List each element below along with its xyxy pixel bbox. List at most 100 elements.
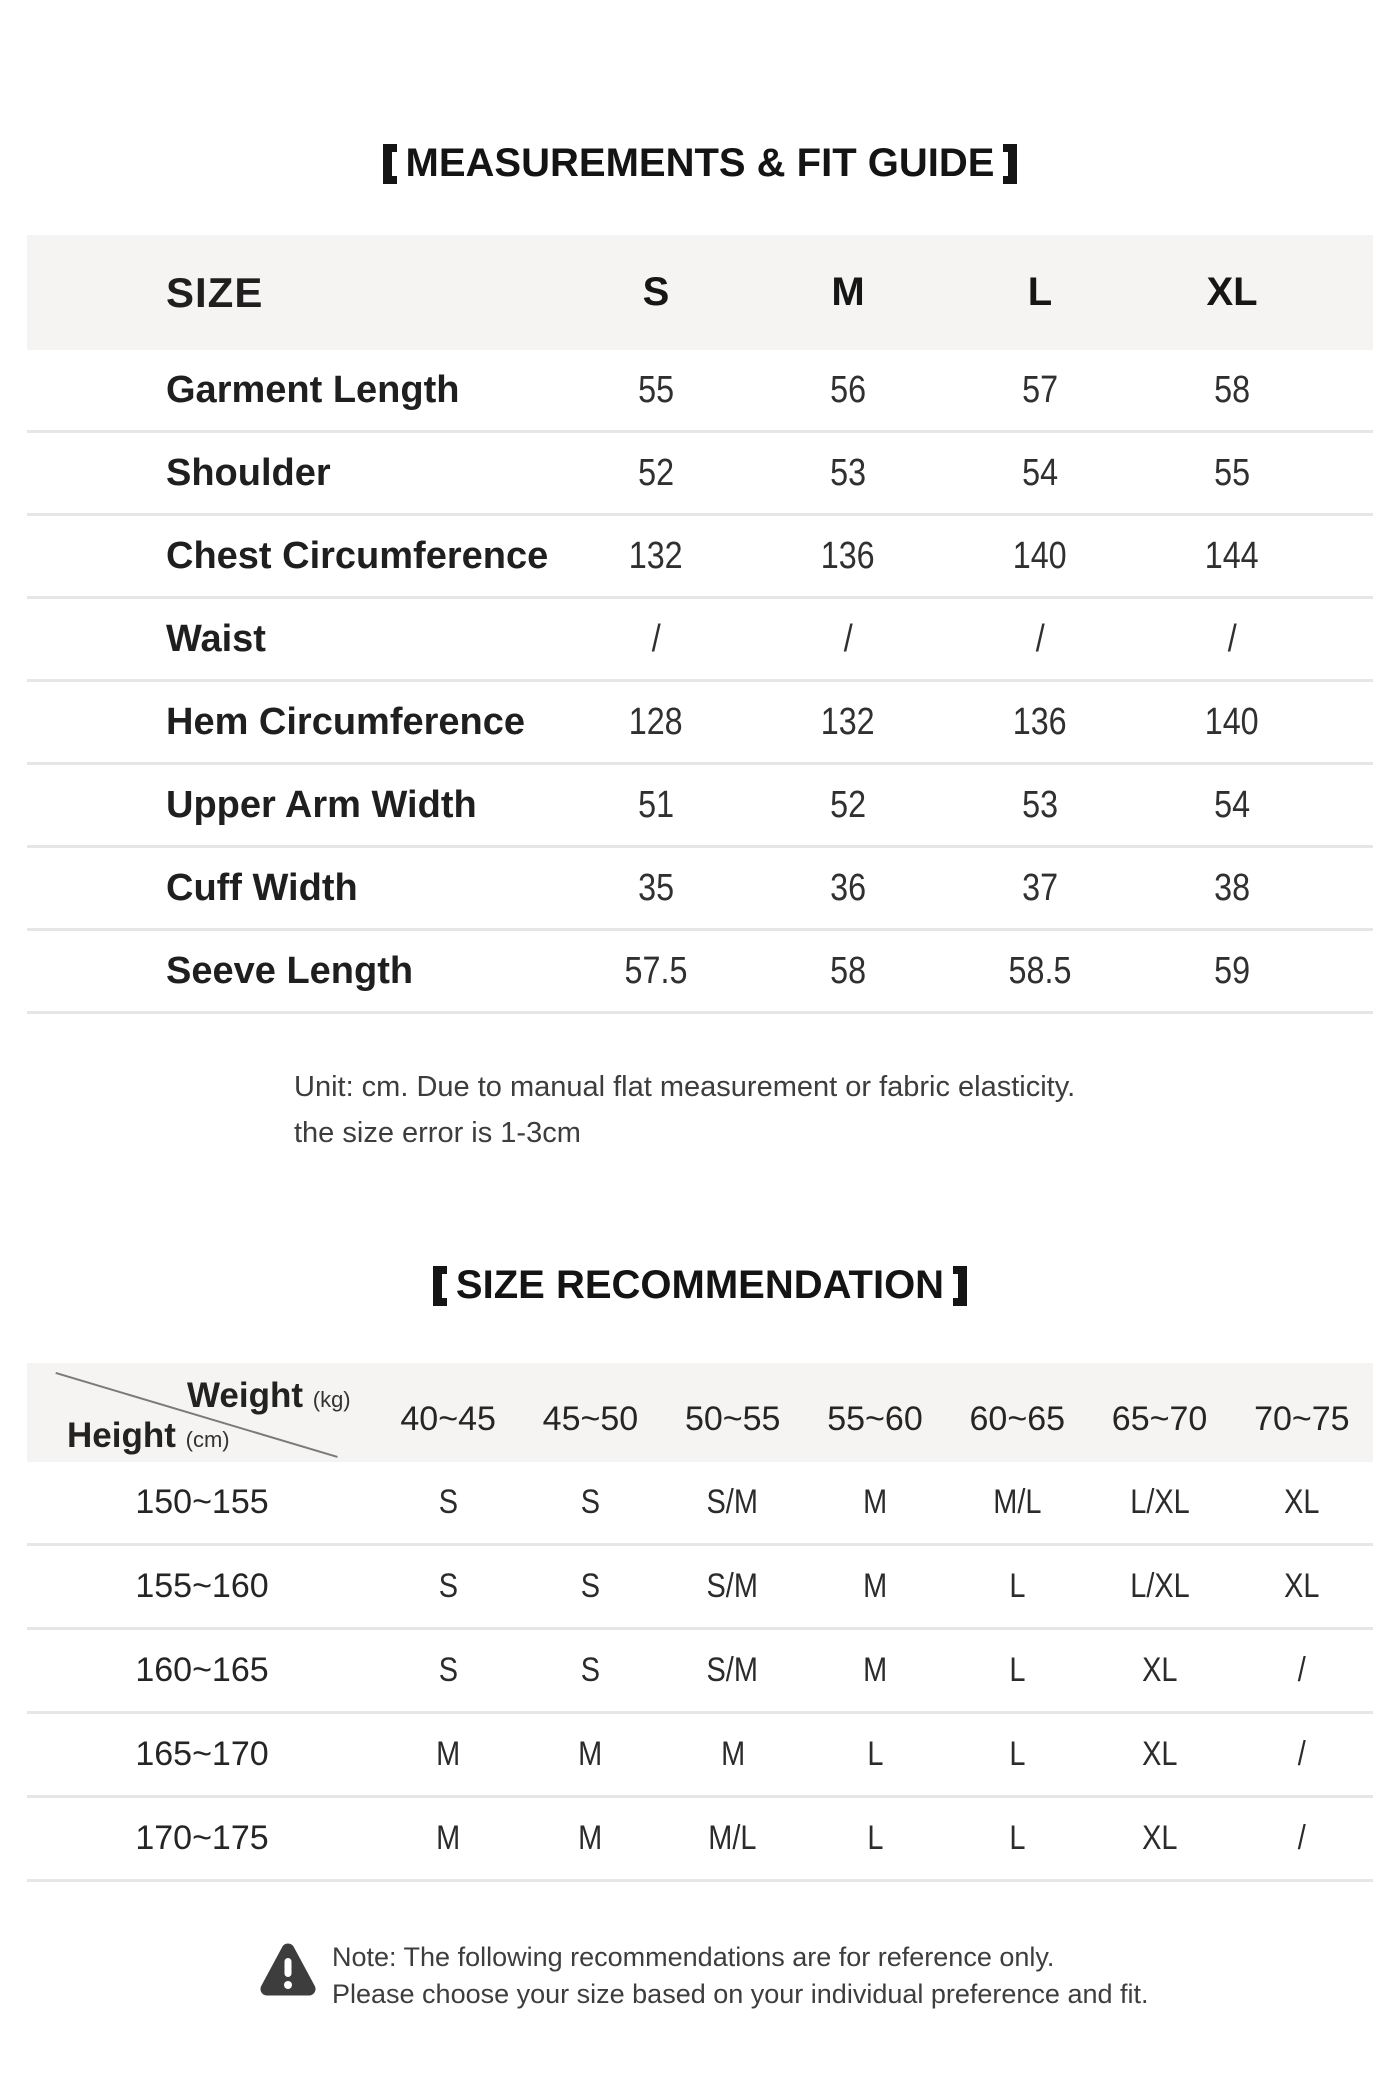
recommendation-table-header: Weight (kg) Height (cm) 40~45 45~50 50~5… — [27, 1363, 1373, 1462]
table-row: 165~170 M M M L L XL / — [27, 1714, 1373, 1798]
table-cell: S — [438, 1567, 458, 1605]
table-cell: 57.5 — [624, 949, 688, 992]
table-row: Seeve Length 57.5 58 58.5 59 — [27, 931, 1373, 1014]
reference-note-line1: Note: The following recommendations are … — [332, 1942, 1055, 1972]
table-cell: M/L — [993, 1483, 1042, 1521]
row-label: Hem Circumference — [166, 700, 526, 743]
table-cell: S/M — [707, 1567, 759, 1605]
table-cell: L — [1009, 1735, 1026, 1773]
table-cell: M/L — [708, 1819, 757, 1857]
row-label: Waist — [166, 617, 266, 660]
table-cell: S — [438, 1483, 458, 1521]
height-row-label: 165~170 — [135, 1735, 269, 1773]
table-cell: L/XL — [1129, 1567, 1190, 1605]
table-cell: / — [1297, 1735, 1306, 1773]
table-cell: 52 — [638, 451, 674, 494]
table-row: Garment Length 55 56 57 58 — [27, 350, 1373, 433]
row-label: Garment Length — [166, 368, 460, 411]
table-cell: 58 — [1214, 368, 1250, 411]
table-row: 155~160 S S S/M M L L/XL XL — [27, 1546, 1373, 1630]
table-cell: / — [843, 617, 853, 660]
table-cell: 38 — [1214, 866, 1250, 909]
col-header-s: S — [642, 270, 670, 314]
height-row-label: 155~160 — [135, 1567, 269, 1605]
table-cell: XL — [1141, 1651, 1178, 1689]
table-cell: 140 — [1205, 700, 1259, 743]
table-cell: 132 — [629, 534, 683, 577]
table-cell: 35 — [638, 866, 674, 909]
weight-height-corner-cell: Weight (kg) Height (cm) — [27, 1363, 377, 1462]
exclamation-triangle-icon — [260, 1943, 316, 1996]
table-cell: M — [720, 1735, 745, 1773]
weight-col-header: 45~50 — [542, 1400, 639, 1438]
reference-note-line2: Please choose your size based on your in… — [332, 1979, 1149, 2009]
unit-note-line2: the size error is 1-3cm — [294, 1117, 581, 1149]
table-cell: L — [866, 1819, 884, 1857]
table-cell: / — [1227, 617, 1237, 660]
table-cell: M — [578, 1819, 603, 1857]
table-cell: 54 — [1214, 783, 1250, 826]
table-cell: S — [580, 1567, 601, 1605]
table-cell: S — [438, 1651, 458, 1689]
weight-col-header: 55~60 — [827, 1400, 923, 1438]
weight-col-header: 50~55 — [684, 1400, 781, 1438]
recommendation-title: SIZE RECOMMENDATION — [0, 1263, 1400, 1308]
table-cell: 57 — [1022, 368, 1058, 411]
table-cell: M — [862, 1651, 888, 1689]
table-row: Shoulder 52 53 54 55 — [27, 433, 1373, 516]
measurements-table: SIZE S M L XL Garment Length 55 56 57 58… — [27, 235, 1373, 1014]
table-cell: 55 — [1214, 451, 1250, 494]
weight-col-header: 40~45 — [400, 1400, 496, 1438]
col-header-m: M — [831, 270, 865, 314]
table-cell: S/M — [707, 1651, 759, 1689]
table-cell: XL — [1141, 1735, 1178, 1773]
table-cell: 37 — [1022, 866, 1058, 909]
table-cell: 55 — [638, 368, 674, 411]
lenticular-bracket-open-icon — [432, 1265, 447, 1306]
col-header-xl: XL — [1206, 270, 1258, 314]
measurements-title-text: MEASUREMENTS & FIT GUIDE — [405, 141, 995, 185]
table-cell: M — [436, 1819, 461, 1857]
table-cell: 136 — [821, 534, 875, 577]
table-row: Cuff Width 35 36 37 38 — [27, 848, 1373, 931]
reference-note-text: Note: The following recommendations are … — [332, 1939, 1149, 2013]
lenticular-bracket-close-icon — [953, 1265, 968, 1306]
unit-note-line1: Unit: cm. Due to manual flat measurement… — [294, 1071, 1076, 1103]
reference-note: Note: The following recommendations are … — [260, 1939, 1149, 2013]
table-cell: M — [862, 1483, 888, 1521]
table-cell: 51 — [638, 783, 674, 826]
row-label: Seeve Length — [166, 949, 414, 992]
height-row-label: 160~165 — [135, 1651, 269, 1689]
lenticular-bracket-open-icon — [382, 143, 397, 184]
table-cell: M — [578, 1735, 603, 1773]
row-label: Chest Circumference — [166, 534, 549, 577]
recommendation-title-text: SIZE RECOMMENDATION — [455, 1263, 945, 1307]
table-cell: 132 — [821, 700, 875, 743]
recommendation-table: Weight (kg) Height (cm) 40~45 45~50 50~5… — [27, 1363, 1373, 1882]
table-cell: / — [1035, 617, 1045, 660]
table-cell: 52 — [830, 783, 866, 826]
table-cell: L — [1009, 1567, 1026, 1605]
table-cell: 53 — [1022, 783, 1058, 826]
table-cell: 140 — [1013, 534, 1067, 577]
size-header-cell: SIZE — [166, 268, 264, 316]
table-row: Upper Arm Width 51 52 53 54 — [27, 765, 1373, 848]
table-row: Waist / / / / — [27, 599, 1373, 682]
table-cell: 58 — [830, 949, 866, 992]
table-cell: / — [1297, 1819, 1306, 1857]
measurements-table-header: SIZE S M L XL — [27, 235, 1373, 350]
weight-col-header: 70~75 — [1254, 1400, 1350, 1438]
height-axis-label: Height (cm) — [67, 1416, 230, 1455]
table-cell: 58.5 — [1008, 949, 1072, 992]
weight-axis-label: Weight (kg) — [187, 1376, 351, 1415]
row-label: Cuff Width — [166, 866, 358, 909]
height-row-label: 170~175 — [135, 1819, 269, 1857]
height-unit-label: (cm) — [185, 1427, 230, 1452]
lenticular-bracket-close-icon — [1003, 143, 1018, 184]
table-cell: M — [436, 1735, 461, 1773]
table-cell: 136 — [1013, 700, 1067, 743]
table-cell: S — [580, 1651, 601, 1689]
table-cell: / — [1297, 1651, 1306, 1689]
table-row: Chest Circumference 132 136 140 144 — [27, 516, 1373, 599]
table-row: Hem Circumference 128 132 136 140 — [27, 682, 1373, 765]
